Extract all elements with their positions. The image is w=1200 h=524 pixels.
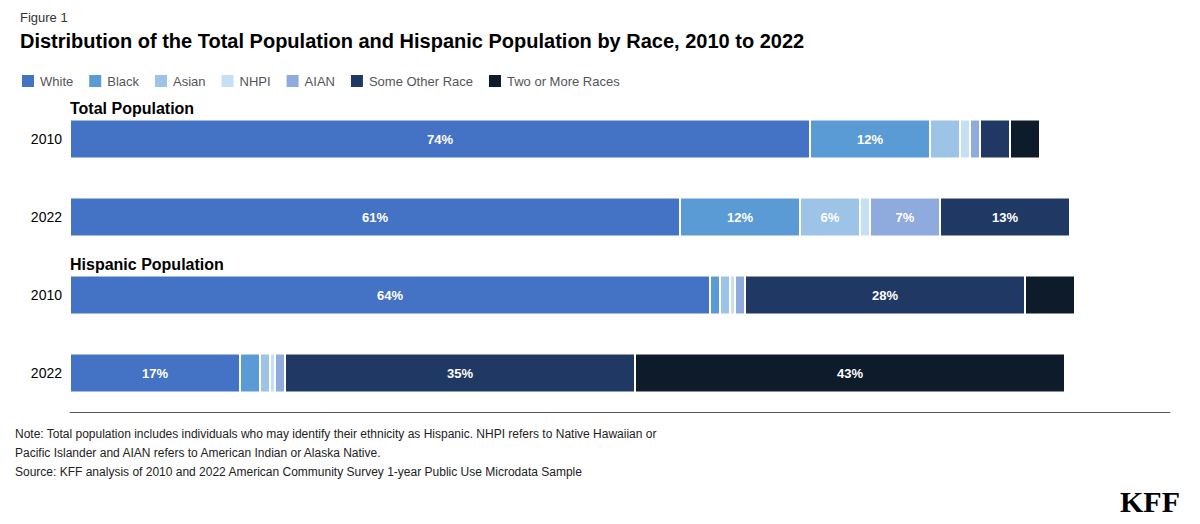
svg-text:74%: 74% (427, 132, 453, 147)
svg-text:28%: 28% (872, 288, 898, 303)
svg-text:43%: 43% (837, 366, 863, 381)
svg-text:61%: 61% (362, 210, 388, 225)
svg-text:2010: 2010 (31, 287, 62, 303)
svg-text:Black: Black (107, 74, 139, 89)
svg-text:12%: 12% (857, 132, 883, 147)
svg-text:Asian: Asian (173, 74, 206, 89)
svg-text:17%: 17% (142, 366, 168, 381)
svg-text:2022: 2022 (31, 365, 62, 381)
svg-text:2010: 2010 (31, 131, 62, 147)
svg-text:Source: KFF analysis of 2010 a: Source: KFF analysis of 2010 and 2022 Am… (15, 465, 582, 479)
svg-text:Figure 1: Figure 1 (20, 10, 68, 25)
svg-text:Pacific Islander and AIAN refe: Pacific Islander and AIAN refers to Amer… (15, 446, 381, 460)
svg-text:2022: 2022 (31, 209, 62, 225)
svg-text:35%: 35% (447, 366, 473, 381)
svg-text:Two or More Races: Two or More Races (507, 74, 620, 89)
svg-text:AIAN: AIAN (305, 74, 335, 89)
svg-text:12%: 12% (727, 210, 753, 225)
svg-text:Total Population: Total Population (70, 100, 194, 117)
svg-text:KFF: KFF (1120, 485, 1180, 518)
svg-text:6%: 6% (821, 210, 840, 225)
svg-text:64%: 64% (377, 288, 403, 303)
svg-text:7%: 7% (896, 210, 915, 225)
svg-text:Some Other Race: Some Other Race (369, 74, 473, 89)
svg-text:13%: 13% (992, 210, 1018, 225)
svg-text:Note: Total population include: Note: Total population includes individu… (15, 427, 656, 441)
svg-text:Hispanic Population: Hispanic Population (70, 256, 224, 273)
svg-text:Distribution of the Total Popu: Distribution of the Total Population and… (20, 30, 804, 52)
svg-text:NHPI: NHPI (240, 74, 271, 89)
svg-text:White: White (40, 74, 73, 89)
